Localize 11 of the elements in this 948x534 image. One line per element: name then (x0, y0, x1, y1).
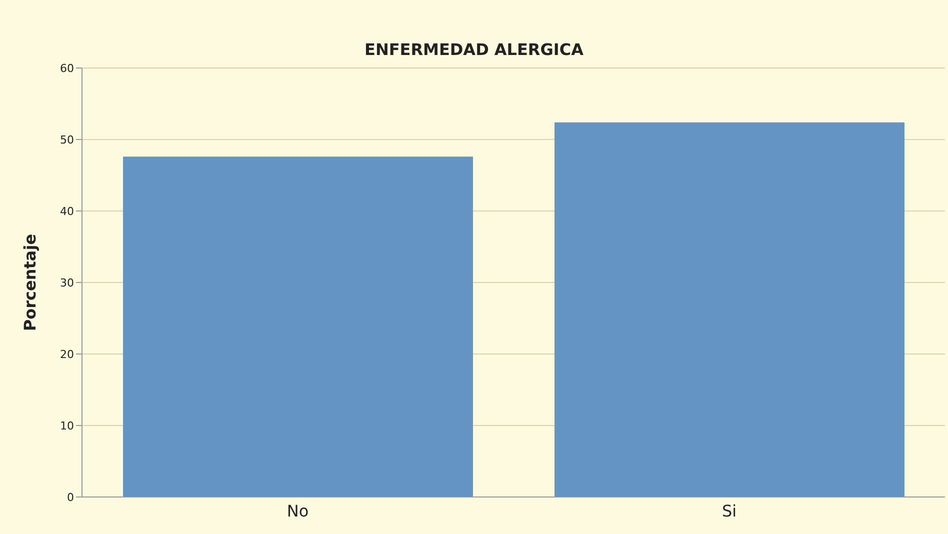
y-tick-label: 10 (60, 419, 74, 432)
chart-title: ENFERMEDAD ALERGICA (364, 40, 584, 59)
y-tick-label: 60 (60, 62, 74, 75)
x-tick-label: Si (722, 501, 737, 520)
x-tick-label: No (286, 501, 309, 520)
y-axis-title: Porcentaje (20, 234, 40, 332)
y-tick-label: 30 (60, 276, 74, 290)
y-tick-label: 50 (60, 133, 74, 146)
y-tick-label: 0 (67, 490, 74, 504)
y-tick-label: 20 (60, 348, 74, 361)
y-tick-label: 40 (60, 204, 74, 218)
